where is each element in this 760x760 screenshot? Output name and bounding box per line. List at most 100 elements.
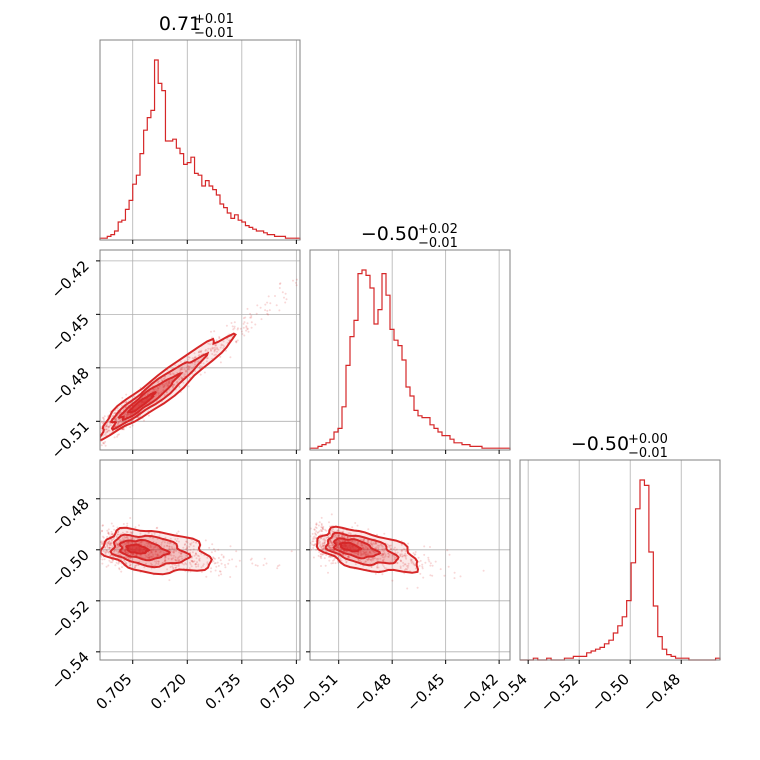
scatter-point bbox=[120, 570, 123, 573]
scatter-point bbox=[108, 546, 111, 549]
scatter-point bbox=[302, 547, 304, 549]
scatter-point bbox=[115, 417, 118, 420]
scatter-point bbox=[357, 559, 360, 562]
scatter-point bbox=[171, 565, 174, 568]
scatter-point bbox=[116, 435, 119, 438]
scatter-point bbox=[418, 564, 421, 567]
scatter-point bbox=[107, 564, 110, 567]
title-plus-error: +0.02 bbox=[418, 222, 458, 237]
scatter-point bbox=[357, 553, 360, 556]
scatter-point bbox=[218, 337, 221, 340]
scatter-point bbox=[149, 546, 152, 549]
scatter-point bbox=[181, 366, 183, 369]
scatter-point bbox=[191, 551, 194, 554]
scatter-point bbox=[346, 537, 349, 540]
scatter-point bbox=[212, 560, 215, 563]
scatter-point bbox=[205, 360, 208, 363]
scatter-point bbox=[431, 564, 434, 567]
scatter-point bbox=[107, 543, 110, 545]
scatter-point bbox=[134, 566, 136, 569]
scatter-point bbox=[345, 560, 348, 563]
scatter-point bbox=[205, 575, 208, 578]
scatter-point bbox=[189, 543, 192, 545]
scatter-point bbox=[101, 524, 104, 527]
scatter-point bbox=[202, 362, 205, 365]
scatter-point bbox=[88, 537, 90, 539]
scatter-point bbox=[106, 545, 109, 548]
scatter-point bbox=[369, 558, 372, 561]
scatter-point bbox=[206, 357, 209, 359]
scatter-point bbox=[167, 381, 170, 384]
scatter-point bbox=[321, 526, 324, 529]
scatter-point bbox=[383, 549, 386, 551]
scatter-point bbox=[213, 349, 216, 352]
scatter-point bbox=[117, 531, 120, 533]
scatter-point bbox=[125, 393, 128, 396]
scatter-point bbox=[364, 551, 367, 554]
scatter-point bbox=[153, 532, 156, 535]
scatter-point bbox=[320, 553, 323, 556]
scatter-point bbox=[215, 339, 218, 342]
scatter-point bbox=[372, 557, 375, 560]
histogram-panel-0 bbox=[99, 39, 301, 244]
scatter-point bbox=[179, 369, 182, 372]
scatter-point bbox=[109, 542, 112, 545]
scatter-point bbox=[121, 531, 124, 534]
scatter-point bbox=[187, 385, 190, 388]
scatter-point bbox=[180, 377, 183, 380]
scatter-point bbox=[276, 565, 279, 568]
scatter-point bbox=[394, 556, 396, 559]
scatter-point bbox=[357, 553, 360, 556]
scatter-point bbox=[175, 564, 178, 567]
scatter-point bbox=[367, 528, 370, 531]
scatter-point bbox=[75, 530, 77, 532]
scatter-point bbox=[163, 560, 166, 563]
scatter-point bbox=[126, 535, 129, 538]
scatter-point bbox=[209, 347, 212, 350]
scatter-point bbox=[107, 426, 110, 429]
scatter-point bbox=[185, 554, 188, 557]
scatter-point bbox=[129, 426, 132, 429]
scatter-point bbox=[215, 565, 218, 568]
scatter-point bbox=[329, 540, 332, 543]
scatter-point bbox=[131, 538, 134, 541]
scatter-point bbox=[229, 356, 232, 359]
scatter-point bbox=[104, 551, 107, 554]
scatter-point bbox=[317, 524, 320, 527]
scatter-point bbox=[407, 562, 410, 565]
scatter-point bbox=[140, 541, 143, 544]
scatter-point bbox=[124, 413, 127, 416]
scatter-point bbox=[101, 542, 104, 545]
scatter-point bbox=[190, 565, 193, 568]
scatter-point bbox=[399, 554, 402, 557]
scatter-point bbox=[175, 532, 178, 535]
scatter-point bbox=[192, 560, 195, 563]
scatter-point bbox=[331, 530, 334, 533]
scatter-point bbox=[395, 548, 398, 551]
scatter-point bbox=[96, 438, 98, 440]
scatter-point bbox=[107, 532, 110, 535]
scatter-point bbox=[233, 327, 236, 330]
scatter-point bbox=[202, 564, 204, 567]
scatter-point bbox=[361, 546, 364, 549]
scatter-point bbox=[144, 557, 147, 560]
scatter-point bbox=[396, 561, 399, 564]
scatter-point bbox=[206, 562, 209, 565]
scatter-point bbox=[79, 450, 81, 452]
scatter-point bbox=[278, 287, 281, 289]
scatter-point bbox=[342, 531, 345, 533]
scatter-point bbox=[173, 373, 175, 376]
scatter-point bbox=[217, 548, 220, 551]
scatter-point bbox=[266, 301, 269, 304]
scatter-point bbox=[204, 539, 207, 542]
scatter-point bbox=[421, 565, 424, 568]
scatter-point bbox=[429, 562, 432, 565]
scatter-point bbox=[413, 564, 416, 567]
scatter-point bbox=[332, 531, 335, 534]
scatter-point bbox=[217, 348, 220, 351]
scatter-point bbox=[381, 554, 383, 557]
scatter-point bbox=[107, 532, 110, 535]
scatter-point bbox=[400, 549, 403, 552]
scatter-point bbox=[328, 539, 331, 542]
scatter-point bbox=[101, 558, 104, 561]
